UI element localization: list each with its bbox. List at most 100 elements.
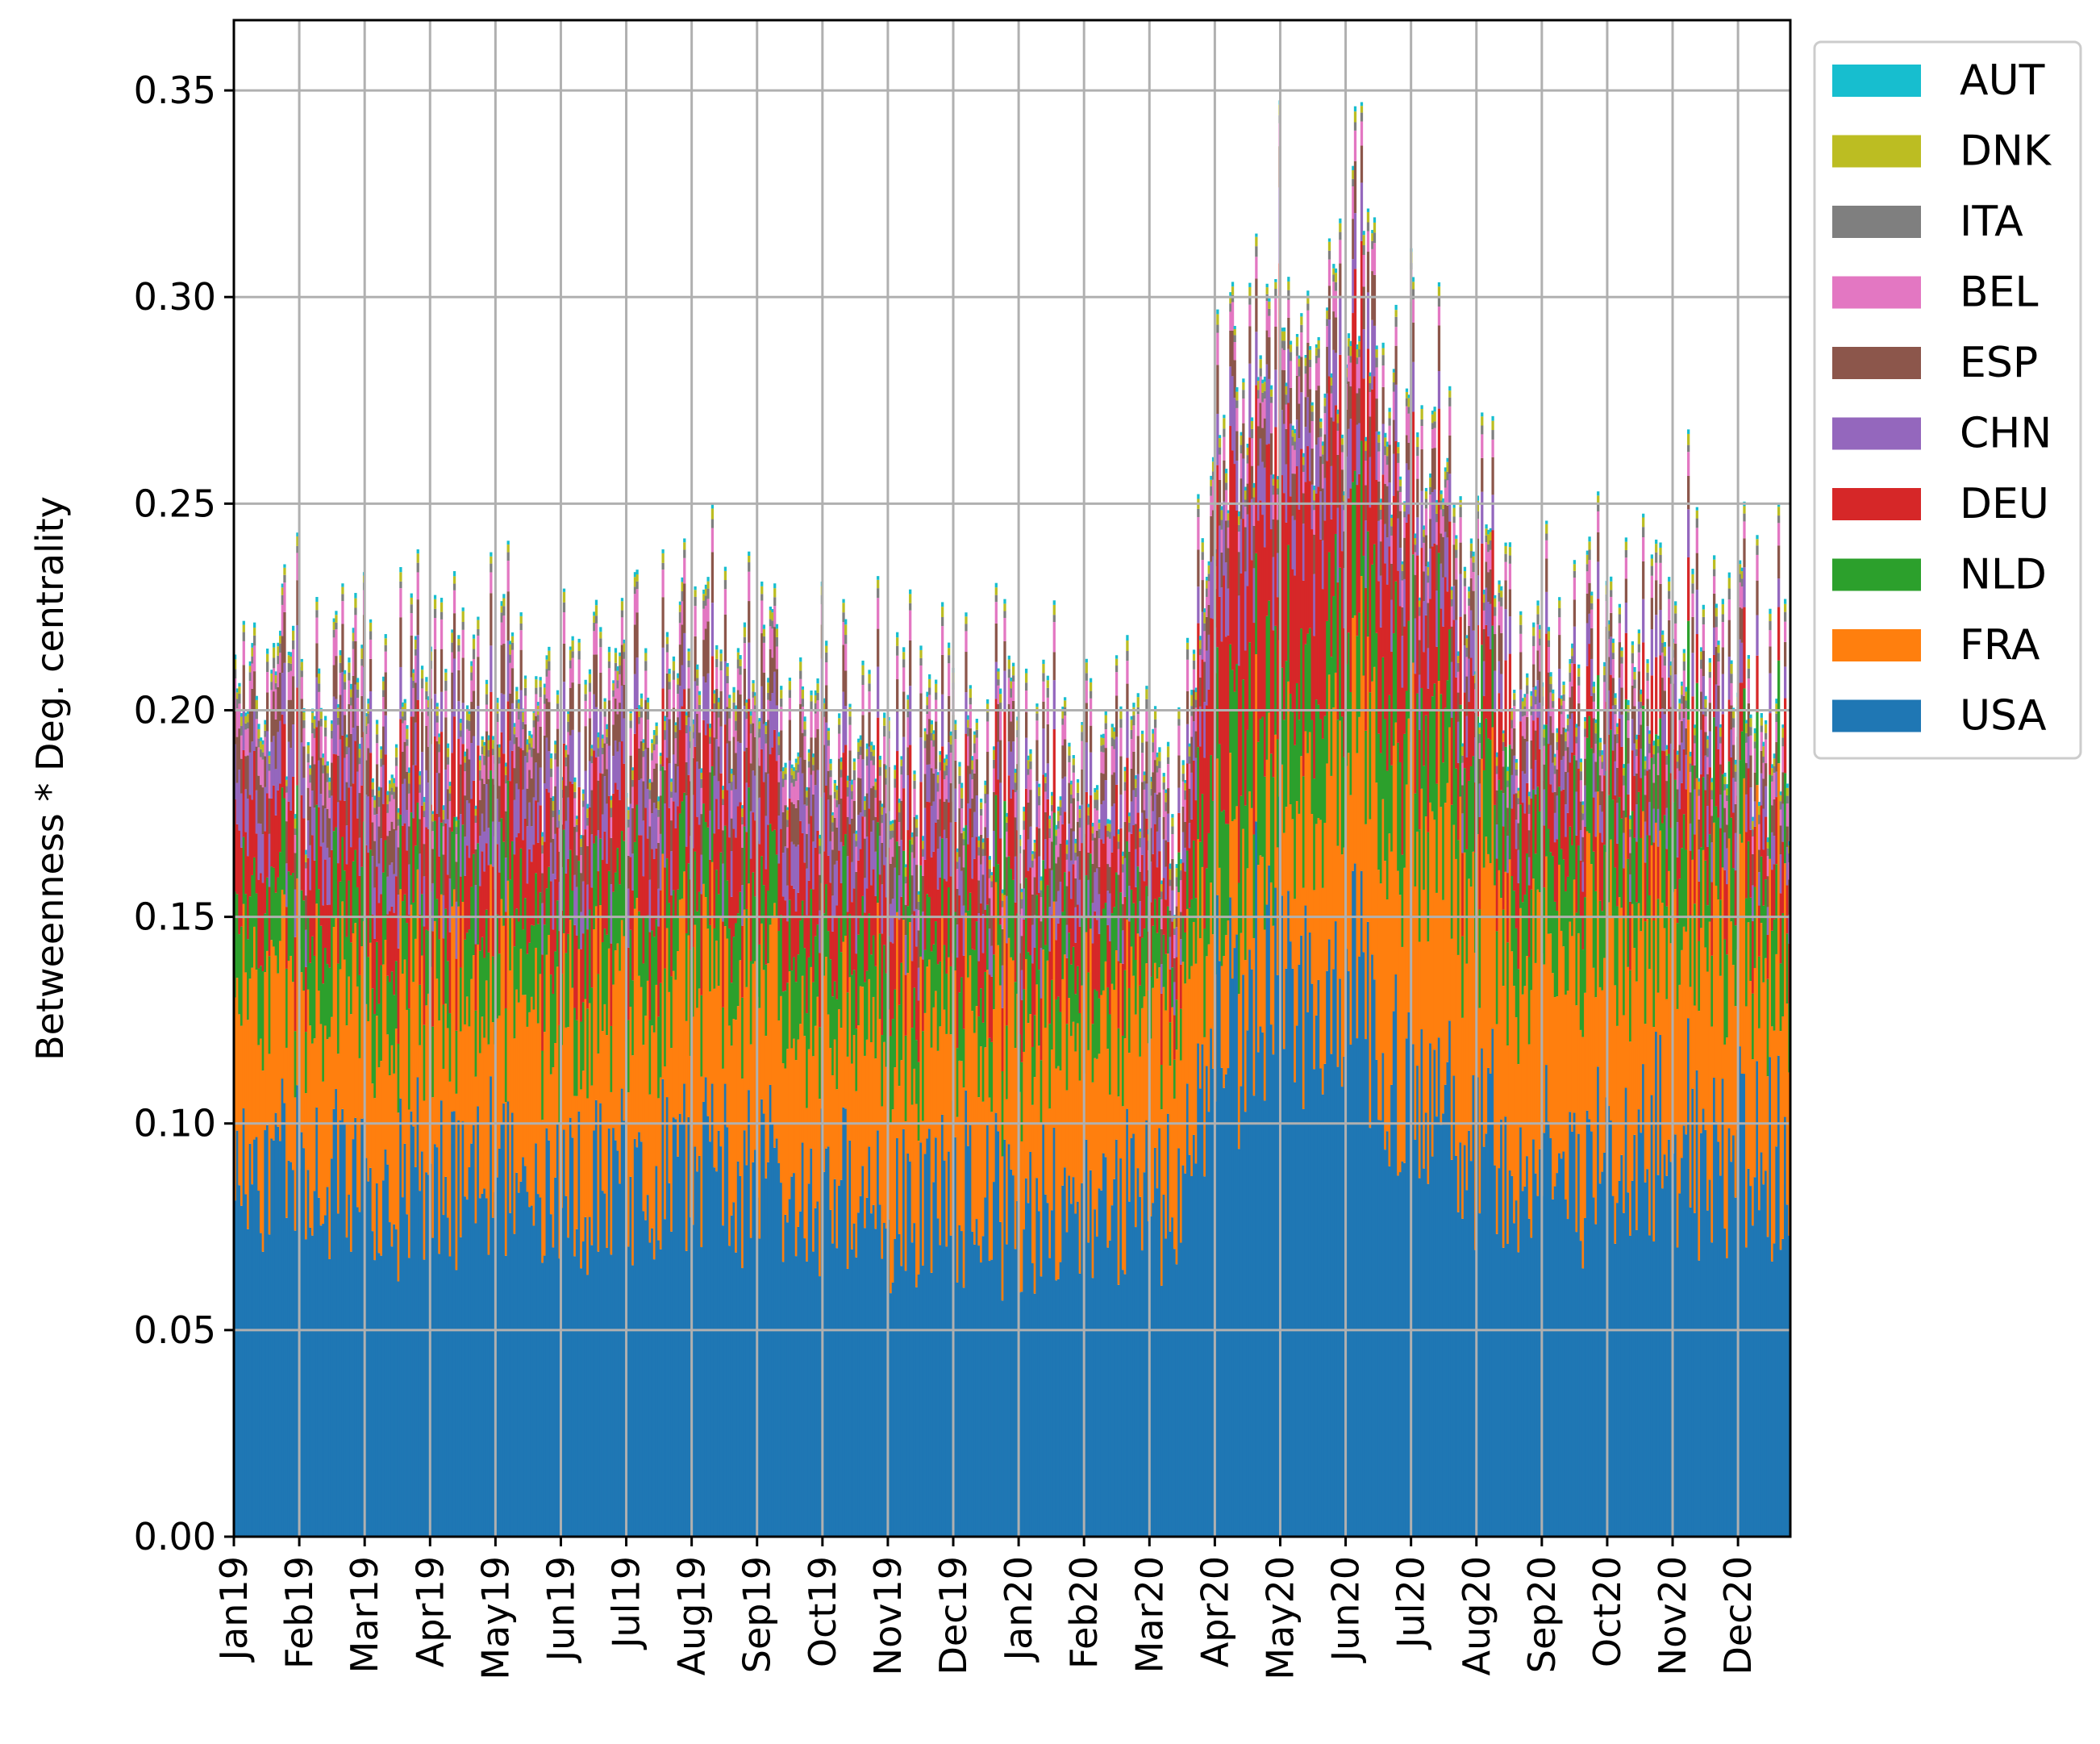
bar-deu [517, 833, 521, 922]
bar-chn [719, 726, 723, 774]
bar-aut [601, 734, 605, 739]
bar-chn [549, 842, 553, 882]
bar-chn [655, 808, 658, 849]
bar-deu [694, 746, 697, 852]
bar-fra [410, 904, 413, 1112]
bar-chn [685, 795, 689, 847]
bar-dnk [719, 653, 723, 661]
bar-chn [599, 711, 602, 774]
bar-dnk [290, 656, 293, 664]
bar-ita [548, 661, 551, 671]
bar-nld [691, 947, 695, 1017]
bar-deu [896, 751, 899, 842]
bar-chn [1078, 879, 1081, 927]
bar-ita [310, 722, 315, 734]
bar-deu [580, 949, 583, 1022]
bar-esp [1289, 387, 1293, 424]
bar-nld [652, 937, 656, 1033]
bar-nld [1140, 937, 1144, 1008]
bar-usa [581, 1241, 585, 1537]
bar-dnk [835, 790, 839, 800]
bar-nld [599, 838, 602, 906]
bar-fra [930, 1047, 933, 1273]
bar-deu [739, 802, 742, 892]
bar-esp [652, 768, 656, 803]
bar-ita [399, 581, 402, 589]
bar-chn [941, 694, 944, 747]
bar-bel [1019, 853, 1022, 884]
bar-nld [997, 864, 1000, 945]
bar-fra [896, 912, 899, 1138]
bar-ita [700, 778, 703, 788]
bar-aut [296, 532, 299, 537]
bar-deu [1237, 665, 1241, 883]
bar-chn [926, 764, 929, 802]
bar-bel [700, 787, 703, 815]
bar-fra [339, 969, 342, 1120]
bar-bel [1210, 495, 1213, 516]
bar-fra [238, 1014, 241, 1186]
bar-deu [1235, 511, 1239, 665]
bar-usa [339, 1120, 342, 1537]
bar-fra [616, 943, 619, 1151]
bar-aut [732, 686, 735, 693]
bar-nld [1156, 932, 1159, 979]
bar-fra [767, 963, 770, 1162]
bar-esp [336, 755, 340, 803]
bar-aut [1294, 428, 1297, 434]
bar-dnk [1063, 700, 1067, 707]
bar-dnk [896, 637, 899, 646]
bar-dnk [685, 716, 689, 725]
bar-dnk [984, 785, 987, 795]
bar-esp [799, 703, 802, 758]
bar-bel [988, 878, 991, 899]
bar-fra [810, 966, 813, 1149]
bar-chn [1063, 776, 1067, 812]
bar-esp [569, 687, 573, 736]
bar-bel [945, 775, 948, 799]
bar-chn [1117, 916, 1120, 962]
bar-aut [257, 724, 260, 729]
bar-dnk [814, 695, 818, 703]
bar-ita [900, 766, 903, 775]
bar-ita [401, 716, 405, 724]
bar-fra [414, 938, 418, 1167]
bar-ita [414, 649, 418, 656]
bar-dnk [803, 721, 806, 730]
bar-nld [1072, 946, 1075, 1022]
bar-aut [474, 805, 477, 809]
bar-chn [1272, 557, 1275, 631]
bar-nld [1246, 729, 1249, 869]
bar-esp [635, 612, 639, 658]
bar-fra [852, 1035, 856, 1224]
bar-nld [1065, 1024, 1069, 1091]
bar-aut [975, 719, 978, 723]
bar-dnk [504, 766, 508, 775]
bar-chn [1010, 751, 1013, 799]
bar-aut [272, 643, 276, 648]
bar-dnk [633, 577, 637, 587]
bar-chn [246, 798, 250, 857]
bar-bel [956, 869, 959, 889]
bar-nld [960, 977, 964, 1062]
bar-chn [904, 935, 907, 975]
bar-esp [242, 665, 245, 711]
bar-aut [399, 566, 402, 573]
bar-bel [348, 680, 351, 704]
bar-deu [810, 816, 813, 890]
bar-nld [393, 995, 396, 1074]
bar-esp [1233, 360, 1236, 398]
bar-aut [336, 704, 340, 708]
bar-nld [1012, 879, 1015, 961]
bar-chn [736, 741, 740, 807]
bar-nld [1272, 777, 1275, 926]
bar-fra [1076, 1023, 1080, 1202]
bar-aut [842, 599, 845, 603]
bar-deu [1272, 630, 1275, 778]
bar-ita [1162, 782, 1165, 790]
bar-deu [407, 915, 411, 1009]
bar-usa [248, 1143, 252, 1537]
bar-usa [332, 1108, 335, 1537]
bar-fra [517, 1002, 521, 1193]
bar-dnk [980, 802, 983, 809]
